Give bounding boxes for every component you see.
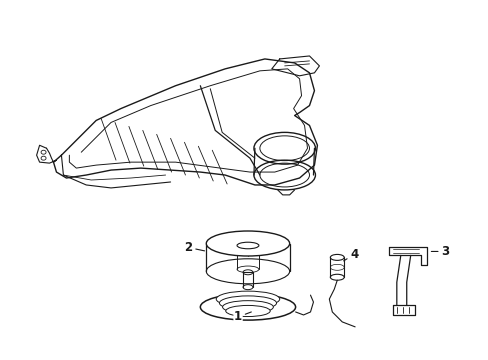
Ellipse shape (216, 291, 279, 307)
Ellipse shape (206, 231, 289, 256)
Text: 3: 3 (430, 245, 448, 258)
Ellipse shape (237, 242, 258, 249)
Ellipse shape (219, 296, 276, 310)
Text: 1: 1 (234, 310, 251, 323)
Text: 4: 4 (343, 248, 358, 261)
Ellipse shape (222, 301, 273, 313)
Text: 2: 2 (184, 241, 204, 254)
Ellipse shape (200, 294, 295, 320)
Ellipse shape (225, 305, 270, 316)
